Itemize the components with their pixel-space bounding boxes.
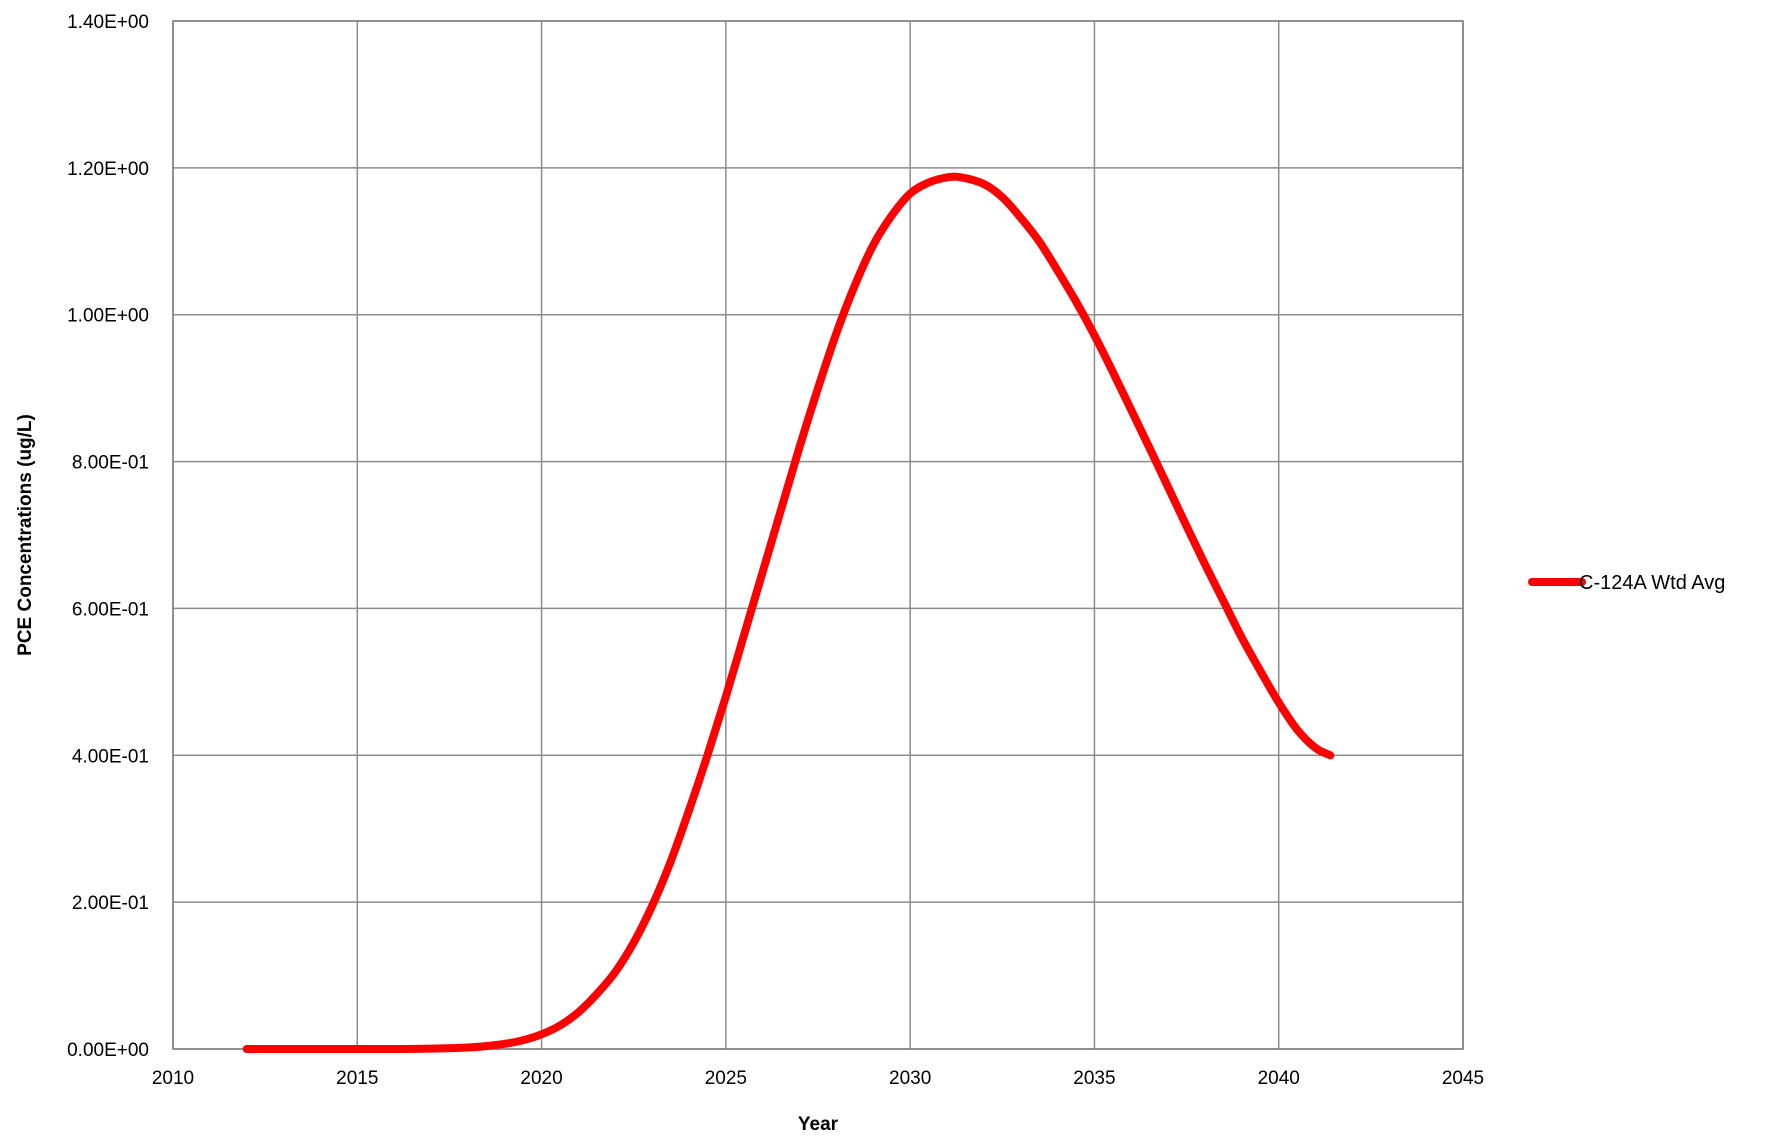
x-tick-label: 2015 xyxy=(336,1068,378,1089)
y-tick-label: 1.00E+00 xyxy=(67,306,149,327)
x-tick-label: 2010 xyxy=(152,1068,194,1089)
y-axis-tick-labels: 0.00E+00 2.00E-01 4.00E-01 6.00E-01 8.00E-01… xyxy=(67,12,149,1061)
y-tick-label: 6.00E-01 xyxy=(72,599,149,620)
grid xyxy=(172,20,1464,1050)
x-axis-title: Year xyxy=(798,1114,839,1135)
x-tick-label: 2030 xyxy=(889,1068,931,1089)
series-line-c-124a-wtd-avg xyxy=(242,172,1335,1054)
y-tick-label: 2.00E-01 xyxy=(72,893,149,914)
y-tick-label: 1.20E+00 xyxy=(67,159,149,180)
x-tick-label: 2020 xyxy=(520,1068,562,1089)
y-tick-label: 1.40E+00 xyxy=(67,12,149,33)
legend: C-124A Wtd Avg xyxy=(1528,572,1725,594)
plot-area-border xyxy=(172,20,1464,1050)
x-tick-label: 2025 xyxy=(705,1068,747,1089)
y-axis-title: PCE Concentrations (ug/L) xyxy=(15,414,36,656)
legend-label-c-124a-wtd-avg: C-124A Wtd Avg xyxy=(1579,572,1725,594)
series-layer xyxy=(242,172,1335,1054)
y-tick-label: 0.00E+00 xyxy=(67,1040,149,1061)
x-tick-label: 2040 xyxy=(1258,1068,1300,1089)
y-tick-label: 4.00E-01 xyxy=(72,746,149,767)
x-tick-label: 2035 xyxy=(1073,1068,1115,1089)
y-tick-label: 8.00E-01 xyxy=(72,453,149,474)
x-axis-tick-labels: 2010 2015 2020 2025 2030 2035 2040 2045 xyxy=(152,1068,1484,1089)
x-tick-label: 2045 xyxy=(1442,1068,1484,1089)
